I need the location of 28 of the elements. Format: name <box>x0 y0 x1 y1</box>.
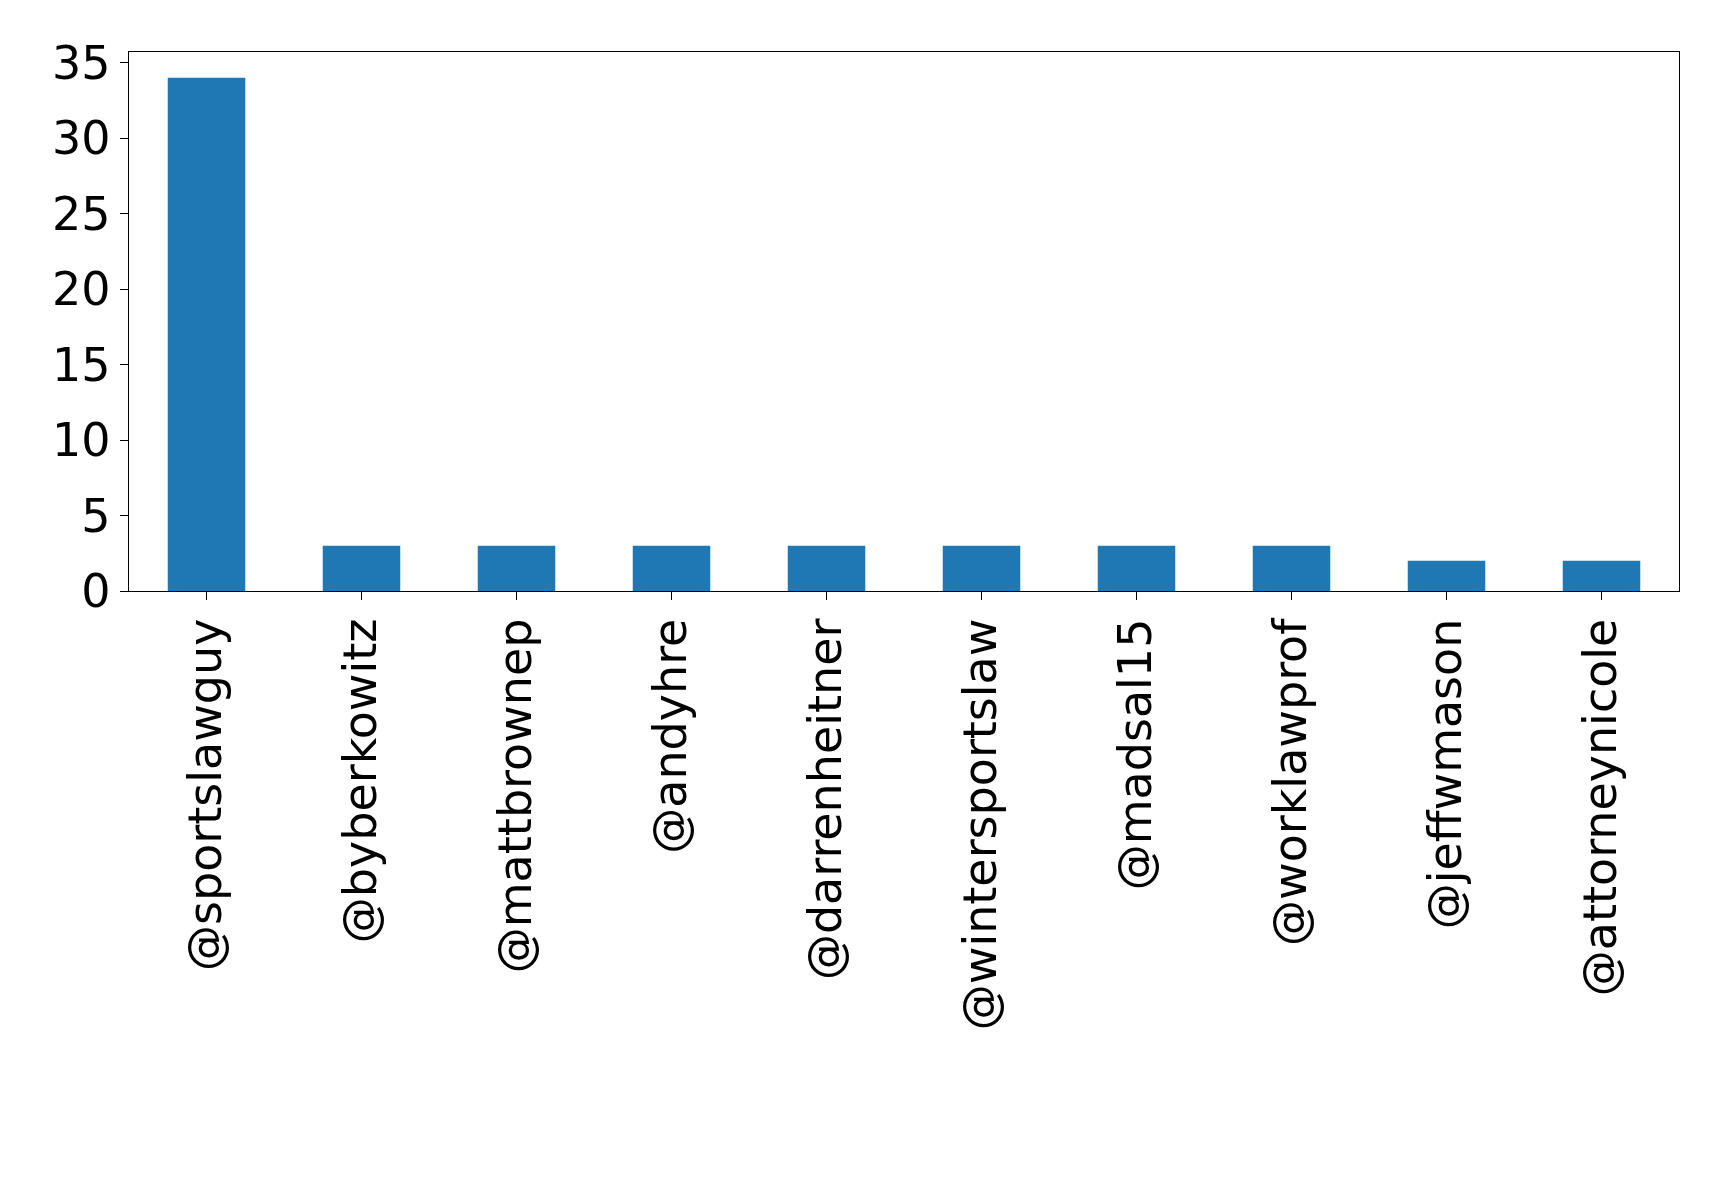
x-tick-label: @worklawprof <box>1263 616 1318 946</box>
y-tick-label: 10 <box>52 413 111 468</box>
x-tick-label: @attorneynicole <box>1573 618 1628 997</box>
bar <box>632 545 711 591</box>
bar <box>1252 545 1331 591</box>
bar <box>787 545 866 591</box>
y-tick-label: 25 <box>52 186 111 241</box>
y-tick-label: 30 <box>52 111 111 166</box>
x-tick-label: @mattbrownep <box>488 618 543 974</box>
x-tick-label: @darrenheitner <box>798 618 853 981</box>
x-tick-label: @andyhre <box>643 618 698 854</box>
x-tick-label: @jeffwmason <box>1418 618 1473 930</box>
bar <box>322 545 401 591</box>
bar <box>477 545 556 591</box>
bar <box>1407 560 1486 591</box>
x-tick-label: @sportslawguy <box>178 618 233 971</box>
x-tick-label: @madsal15 <box>1108 618 1163 891</box>
y-tick-label: 5 <box>81 488 111 543</box>
x-tick-label: @byberkowitz <box>333 618 388 944</box>
y-tick-label: 20 <box>52 262 111 317</box>
bar <box>167 77 246 591</box>
bar <box>1097 545 1176 591</box>
x-tick-label: @wintersportslaw <box>953 618 1008 1031</box>
y-tick-label: 0 <box>81 564 111 619</box>
y-tick-label: 15 <box>52 337 111 392</box>
bar <box>942 545 1021 591</box>
y-tick-label: 35 <box>52 35 111 90</box>
bar <box>1562 560 1641 591</box>
